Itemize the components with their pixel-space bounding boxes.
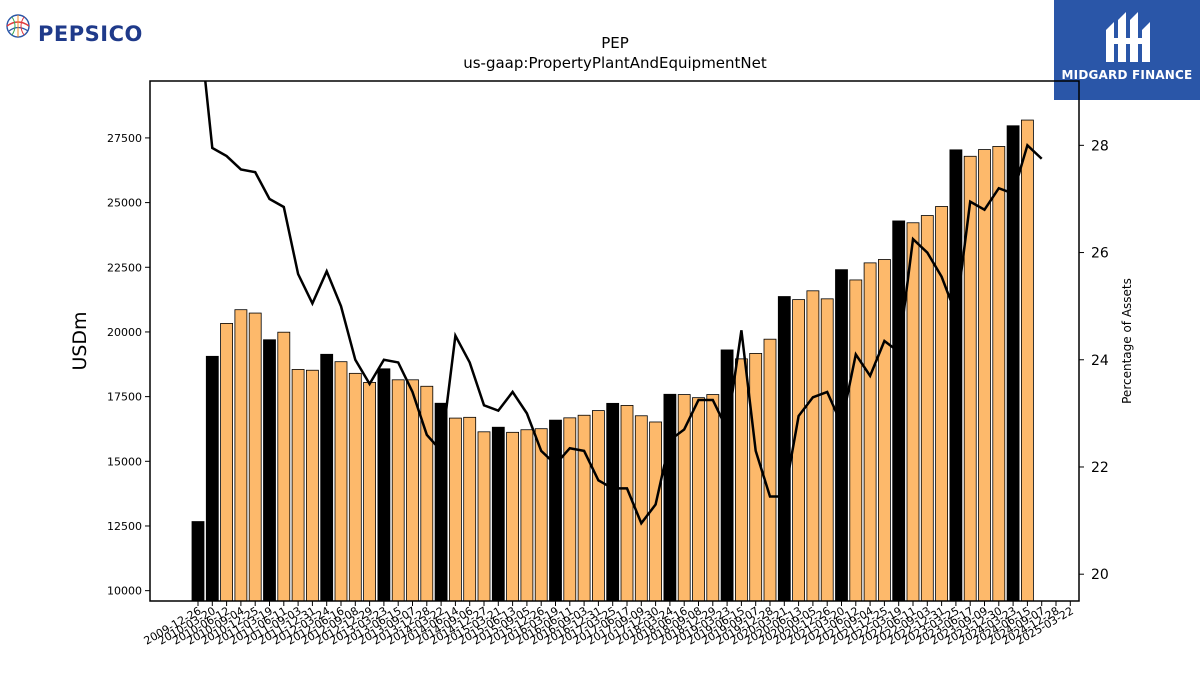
bar: [377, 368, 391, 602]
pepsico-logo: PEPSICO: [4, 6, 174, 46]
bar: [992, 146, 1006, 602]
percentage-line: [204, 81, 1043, 526]
bar: [363, 381, 377, 602]
x-axis: 2009-12-262010-03-202010-06-122010-09-04…: [142, 601, 1076, 648]
bar: [491, 426, 505, 602]
y-tick-label: 12500: [107, 520, 142, 533]
bar: [563, 417, 577, 602]
bar: [248, 312, 262, 602]
bar: [577, 414, 591, 602]
bar: [777, 296, 791, 602]
bar: [835, 269, 848, 602]
bar: [720, 349, 734, 602]
bar: [978, 149, 991, 602]
bar: [434, 402, 448, 602]
y2-tick-label: 20: [1091, 567, 1109, 583]
bar: [1021, 119, 1034, 602]
pepsico-wordmark: PEPSICO: [38, 22, 143, 46]
y-tick-label: 20000: [107, 326, 142, 339]
y2-tick-label: 22: [1091, 460, 1109, 476]
bar: [935, 206, 948, 602]
bar: [334, 361, 348, 602]
bar: [506, 431, 520, 602]
bar: [1006, 125, 1020, 602]
bar: [863, 262, 877, 602]
bar: [677, 394, 691, 602]
bar: [305, 369, 319, 602]
bar: [205, 355, 219, 602]
bar: [706, 394, 720, 602]
bar: [448, 417, 462, 602]
plot-frame: [149, 80, 1080, 602]
bar: [963, 155, 977, 602]
bar: [234, 309, 248, 602]
bar: [806, 290, 820, 602]
bar: [291, 369, 305, 602]
y2-tick-label: 26: [1091, 246, 1109, 262]
bar: [463, 416, 477, 602]
bar: [220, 323, 234, 602]
bar: [348, 372, 362, 602]
bar: [391, 379, 405, 602]
bar: [549, 419, 562, 602]
line-layer: [204, 81, 1043, 526]
bar: [763, 338, 777, 602]
bar: [920, 215, 934, 602]
midgard-wordmark: MIDGARD FINANCE: [1061, 68, 1193, 82]
bar: [620, 405, 634, 602]
y2-tick-label: 24: [1091, 353, 1109, 369]
bar: [878, 259, 891, 602]
chart-title: PEP: [601, 34, 629, 52]
y-tick-label: 25000: [107, 197, 142, 210]
bar: [663, 393, 677, 602]
bar: [949, 149, 963, 602]
bar: [634, 415, 648, 602]
y-axis-label: USDm: [69, 311, 91, 370]
bar: [692, 397, 705, 602]
bar: [191, 521, 205, 602]
bar: [320, 353, 334, 602]
y-tick-label: 17500: [107, 391, 142, 404]
bar: [606, 402, 620, 602]
chart-subtitle: us-gaap:PropertyPlantAndEquipmentNet: [463, 54, 767, 72]
bar: [277, 331, 291, 602]
bar: [892, 220, 906, 602]
midgard-mark-icon: [1106, 12, 1150, 62]
y-tick-label: 27500: [107, 132, 142, 145]
bar: [792, 299, 805, 602]
bar: [263, 339, 276, 602]
y2-tick-label: 28: [1091, 138, 1109, 154]
bar-layer: [191, 119, 1034, 602]
bar: [592, 410, 605, 602]
bar: [477, 431, 491, 602]
bar: [749, 353, 763, 602]
y2-axis-label: Percentage of Assets: [1120, 278, 1134, 404]
pepsico-globe-icon: [6, 14, 30, 38]
y2-axis: 20 22 24 26 28: [1079, 138, 1109, 583]
y-tick-label: 15000: [107, 455, 142, 468]
bar: [735, 358, 748, 602]
y-tick-label: 22500: [107, 261, 142, 274]
bar: [520, 429, 534, 602]
bar: [820, 298, 834, 602]
y-axis: 10000 12500 15000 17500 20000 22500 25000 27500: [107, 132, 150, 598]
bar: [406, 379, 419, 602]
bar: [849, 279, 863, 602]
y-tick-label: 10000: [107, 585, 142, 598]
